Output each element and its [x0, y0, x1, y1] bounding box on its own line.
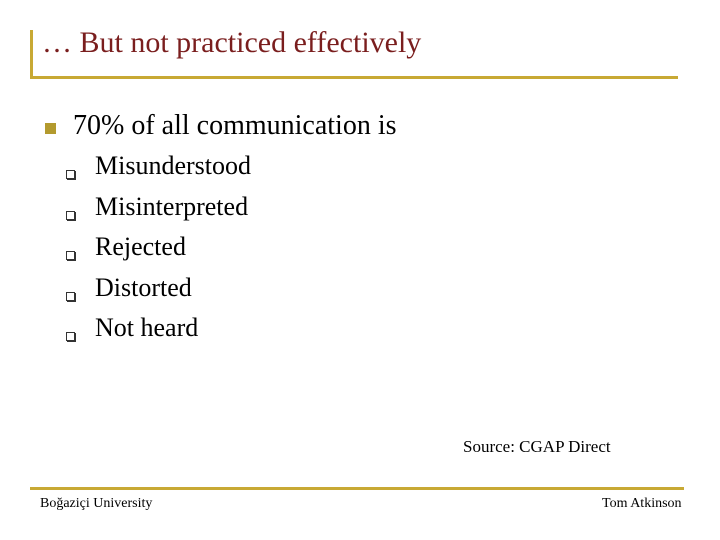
checkbox-bullet-icon [66, 332, 75, 341]
sub-point-text: Misinterpreted [95, 191, 249, 221]
sub-point-text: Misunderstood [95, 151, 251, 180]
title-accent-vertical [30, 30, 33, 78]
sub-point-text: Not heard [95, 313, 199, 342]
footer-author: Tom Atkinson [602, 496, 682, 511]
square-bullet-icon [45, 123, 56, 134]
sub-point-text: Rejected [95, 232, 186, 261]
footer-divider [30, 487, 684, 490]
checkbox-bullet-icon [66, 291, 75, 301]
footer-institution: Boğaziçi University [40, 496, 153, 511]
slide-title: … But not practiced effectively [42, 26, 422, 59]
title-accent-horizontal [30, 76, 678, 79]
sub-point-text: Distorted [95, 272, 192, 302]
checkbox-bullet-icon [66, 251, 75, 260]
checkbox-bullet-icon [66, 170, 75, 179]
checkbox-bullet-icon [66, 210, 75, 220]
source-citation: Source: CGAP Direct [463, 437, 611, 456]
main-point: 70% of all communication is [73, 110, 397, 141]
